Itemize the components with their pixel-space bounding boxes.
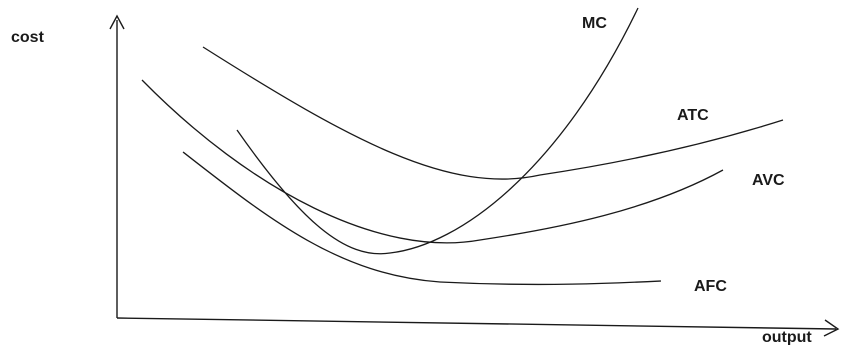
x-axis <box>116 317 837 330</box>
x-axis-label: output <box>762 329 812 345</box>
mc-label: MC <box>582 15 607 32</box>
y-axis-arrowhead <box>109 14 125 30</box>
atc-label: ATC <box>677 107 709 124</box>
afc-curve <box>182 151 662 286</box>
afc-label: AFC <box>694 278 727 295</box>
x-axis-arrowhead <box>823 319 840 337</box>
avc-curve <box>141 79 724 244</box>
y-axis-label: cost <box>11 29 45 46</box>
atc-curve <box>202 46 784 180</box>
mc-curve <box>236 7 639 255</box>
avc-label: AVC <box>752 172 785 189</box>
